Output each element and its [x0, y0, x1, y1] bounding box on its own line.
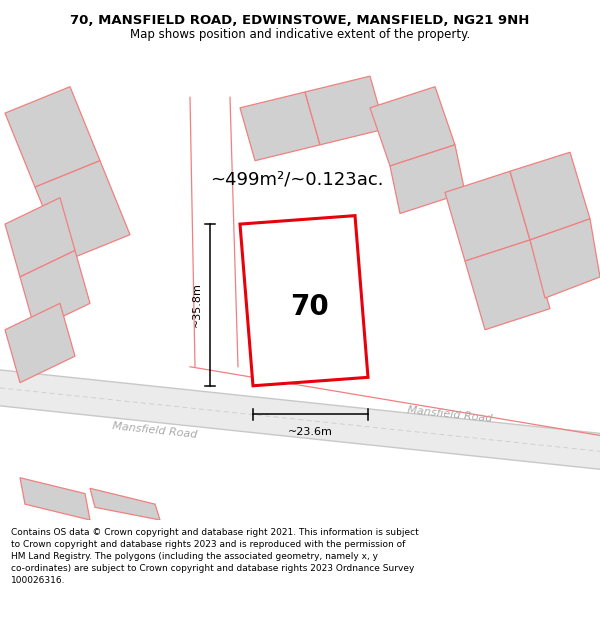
Text: Map shows position and indicative extent of the property.: Map shows position and indicative extent… — [130, 28, 470, 41]
Polygon shape — [530, 219, 600, 298]
Polygon shape — [0, 370, 600, 469]
Polygon shape — [35, 161, 130, 261]
Polygon shape — [390, 145, 465, 214]
Polygon shape — [305, 76, 385, 145]
Polygon shape — [445, 171, 530, 261]
Polygon shape — [510, 152, 590, 240]
Text: ~35.8m: ~35.8m — [192, 282, 202, 328]
Text: Mansfield Road: Mansfield Road — [112, 421, 198, 439]
Text: ~23.6m: ~23.6m — [288, 427, 333, 437]
Polygon shape — [370, 87, 455, 166]
Text: 70: 70 — [290, 292, 329, 321]
Polygon shape — [240, 92, 320, 161]
Polygon shape — [5, 198, 75, 277]
Polygon shape — [20, 478, 90, 520]
Polygon shape — [465, 240, 550, 330]
Text: Contains OS data © Crown copyright and database right 2021. This information is : Contains OS data © Crown copyright and d… — [11, 528, 419, 584]
Polygon shape — [90, 488, 160, 520]
Text: Mansfield Road: Mansfield Road — [407, 405, 493, 424]
Polygon shape — [5, 303, 75, 382]
Polygon shape — [20, 251, 90, 330]
Text: ~499m²/~0.123ac.: ~499m²/~0.123ac. — [210, 171, 383, 189]
Polygon shape — [5, 87, 100, 187]
Polygon shape — [240, 216, 368, 386]
Text: 70, MANSFIELD ROAD, EDWINSTOWE, MANSFIELD, NG21 9NH: 70, MANSFIELD ROAD, EDWINSTOWE, MANSFIEL… — [70, 14, 530, 27]
